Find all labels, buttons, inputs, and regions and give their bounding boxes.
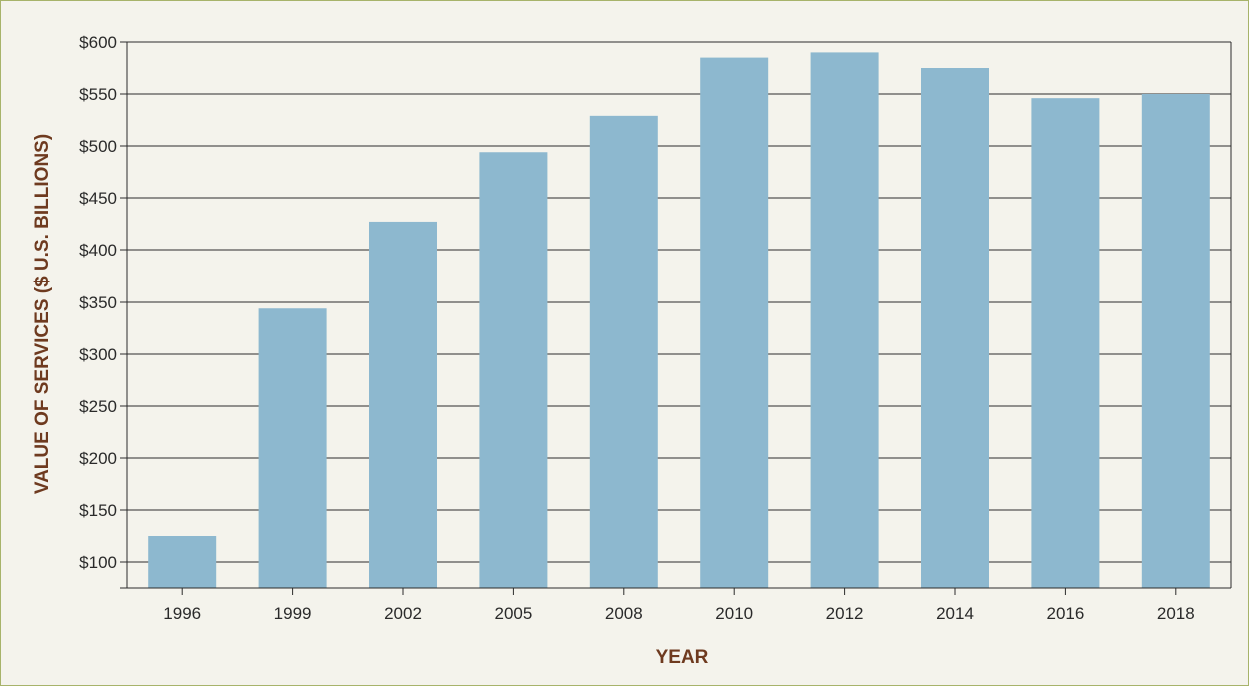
y-tick-label: $200 <box>79 449 117 468</box>
bar-1999 <box>258 308 327 588</box>
y-tick-label: $400 <box>79 241 117 260</box>
x-tick-label-2018: 2018 <box>1157 604 1195 623</box>
bar-2005 <box>479 152 548 589</box>
y-axis-title: VALUE OF SERVICES ($ U.S. BILLIONS) <box>32 134 53 494</box>
y-tick-label: $600 <box>79 33 117 52</box>
bar-2002 <box>369 221 437 589</box>
bars <box>148 52 1210 589</box>
bar-2016 <box>1031 98 1100 588</box>
bar-2018 <box>1141 94 1210 588</box>
x-tick-label-2008: 2008 <box>605 604 643 623</box>
bar-2014 <box>921 68 989 588</box>
y-tick-label: $350 <box>79 293 117 312</box>
y-tick-label: $500 <box>79 137 117 156</box>
axes <box>120 41 1232 595</box>
x-tick-label-2005: 2005 <box>494 604 532 623</box>
bar-1996 <box>148 536 217 588</box>
x-tick-label-2010: 2010 <box>715 604 753 623</box>
x-tick-labels: 1996 1999 2002 2005 2008 2010 2012 2014 2016 2018 <box>163 604 1194 623</box>
y-tick-label: $100 <box>79 553 117 572</box>
x-tick-label-2012: 2012 <box>826 604 864 623</box>
y-tick-label: $550 <box>79 85 117 104</box>
y-tick-label: $250 <box>79 397 117 416</box>
y-tick-label: $300 <box>79 345 117 364</box>
x-tick-label-1996: 1996 <box>163 604 201 623</box>
x-tick-label-2016: 2016 <box>1046 604 1084 623</box>
y-tick-label: $450 <box>79 189 117 208</box>
y-tick-label: $150 <box>79 501 117 520</box>
y-tick-labels: $100 $150 $200 $250 $300 $350 $400 $450 $500 $550… <box>79 33 117 572</box>
x-tick-label-2002: 2002 <box>384 604 422 623</box>
bar-2012 <box>810 52 879 588</box>
x-tick-label-2014: 2014 <box>936 604 974 623</box>
x-axis-title: YEAR <box>656 647 709 668</box>
x-tick-label-1999: 1999 <box>274 604 312 623</box>
bar-2008 <box>589 115 658 588</box>
bar-2010 <box>700 57 769 589</box>
